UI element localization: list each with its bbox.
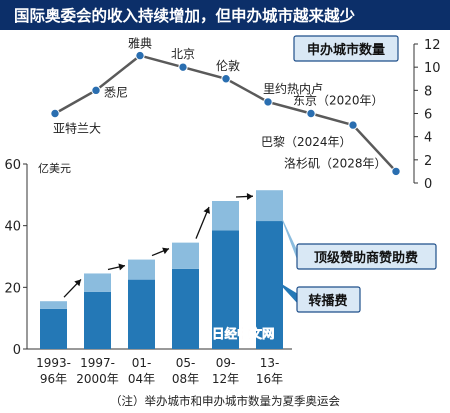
watermark-text: 日经中文网 <box>212 326 275 341</box>
bid-count-point <box>263 97 273 107</box>
growth-arrow-head <box>203 207 210 214</box>
period-label-line1: 05- <box>176 356 196 370</box>
period-label-line2: 2000年 <box>76 372 119 386</box>
broadcast-legend-box <box>296 286 361 313</box>
watermark: 日经中文网 <box>212 326 275 342</box>
broadcast-revenue-bar <box>256 221 283 349</box>
sponsor-revenue-bar <box>172 242 199 269</box>
sponsor-revenue-bar <box>128 259 155 280</box>
host-city-label: 亚特兰大 <box>53 121 101 136</box>
sponsor-legend-label: 顶级赞助商赞助费 <box>314 250 418 266</box>
growth-arrow-head <box>246 192 253 200</box>
sponsor-legend-box <box>296 243 437 270</box>
bid-count-y-tick-label: 0 <box>424 177 432 192</box>
title-bar <box>0 0 450 30</box>
revenue-unit-label: 亿美元 <box>38 162 71 175</box>
period-label-line1: 1993- <box>36 356 71 370</box>
growth-arrow-head <box>162 247 169 255</box>
revenue-y-tick-label: 0 <box>13 343 21 358</box>
broadcast-pointer <box>277 281 298 304</box>
revenue-y-tick-label: 20 <box>4 281 21 296</box>
period-label-line2: 08年 <box>172 372 199 386</box>
footnote: （注）举办城市和申办城市数量为夏季奥运会 <box>110 394 340 408</box>
revenue-y-tick-label: 60 <box>4 158 21 173</box>
bid-count-y-tick-label: 12 <box>424 38 441 53</box>
bid-count-y-tick-label: 6 <box>424 108 432 123</box>
host-city-label: 里约热内卢 <box>263 81 323 96</box>
period-label-line1: 13- <box>260 356 280 370</box>
period-label-line1: 1997- <box>80 356 115 370</box>
host-city-label: 悉尼 <box>104 85 128 99</box>
bid-count-point <box>50 108 60 119</box>
growth-arrow-head <box>74 279 81 287</box>
bid-count-legend-label: 申办城市数量 <box>307 42 385 58</box>
broadcast-revenue-bar <box>212 230 239 349</box>
sponsor-revenue-bar <box>40 301 67 309</box>
host-city-label: 北京 <box>171 47 195 61</box>
broadcast-revenue-bar <box>172 268 199 349</box>
bid-count-point <box>306 108 316 119</box>
bid-count-y-tick-label: 2 <box>424 154 432 169</box>
bid-count-point <box>391 166 401 177</box>
bid-count-point <box>221 74 231 84</box>
bid-count-y-tick-label: 10 <box>424 61 441 76</box>
sponsor-pointer <box>277 207 298 262</box>
bid-count-y-tick-label: 8 <box>424 84 432 99</box>
broadcast-revenue-bar <box>84 291 111 349</box>
growth-arrow-head <box>118 263 125 271</box>
broadcast-legend-label: 转播费 <box>308 293 347 309</box>
bid-count-y-tick-label: 4 <box>424 131 432 146</box>
sponsor-revenue-bar <box>84 273 111 292</box>
host-city-label: 洛杉矶（2028年） <box>284 155 387 170</box>
period-label-line2: 12年 <box>212 372 239 386</box>
chart-title: 国际奥委会的收入持续增加，但申办城市越来越少 <box>14 6 356 25</box>
bid-count-point <box>91 85 101 96</box>
host-city-label: 东京（2020年） <box>293 94 384 108</box>
broadcast-revenue-bar <box>40 308 67 349</box>
bid-count-point <box>348 120 358 130</box>
broadcast-revenue-bar <box>128 279 155 349</box>
period-label-line1: 01- <box>132 356 152 370</box>
host-city-label: 伦敦 <box>216 58 240 73</box>
bid-count-line <box>54 54 397 173</box>
period-label-line2: 04年 <box>128 372 155 386</box>
period-label-line1: 09- <box>216 356 236 370</box>
revenue-y-tick-label: 40 <box>4 220 21 235</box>
host-city-label: 雅典 <box>128 36 152 51</box>
sponsor-revenue-bar <box>256 190 283 222</box>
revenue-bar-chart: 0 20 40 60 亿美元 1993- 96年 1997- 2000年 01- 04年 05- 08年… <box>4 158 437 386</box>
bid-count-point <box>178 62 188 72</box>
bid-count-legend-box <box>293 35 399 62</box>
period-label-line2: 96年 <box>40 372 67 386</box>
period-label-line2: 16年 <box>256 372 283 386</box>
host-city-label: 巴黎（2024年） <box>261 135 352 149</box>
bid-count-point <box>135 50 145 61</box>
sponsor-revenue-bar <box>212 201 239 231</box>
